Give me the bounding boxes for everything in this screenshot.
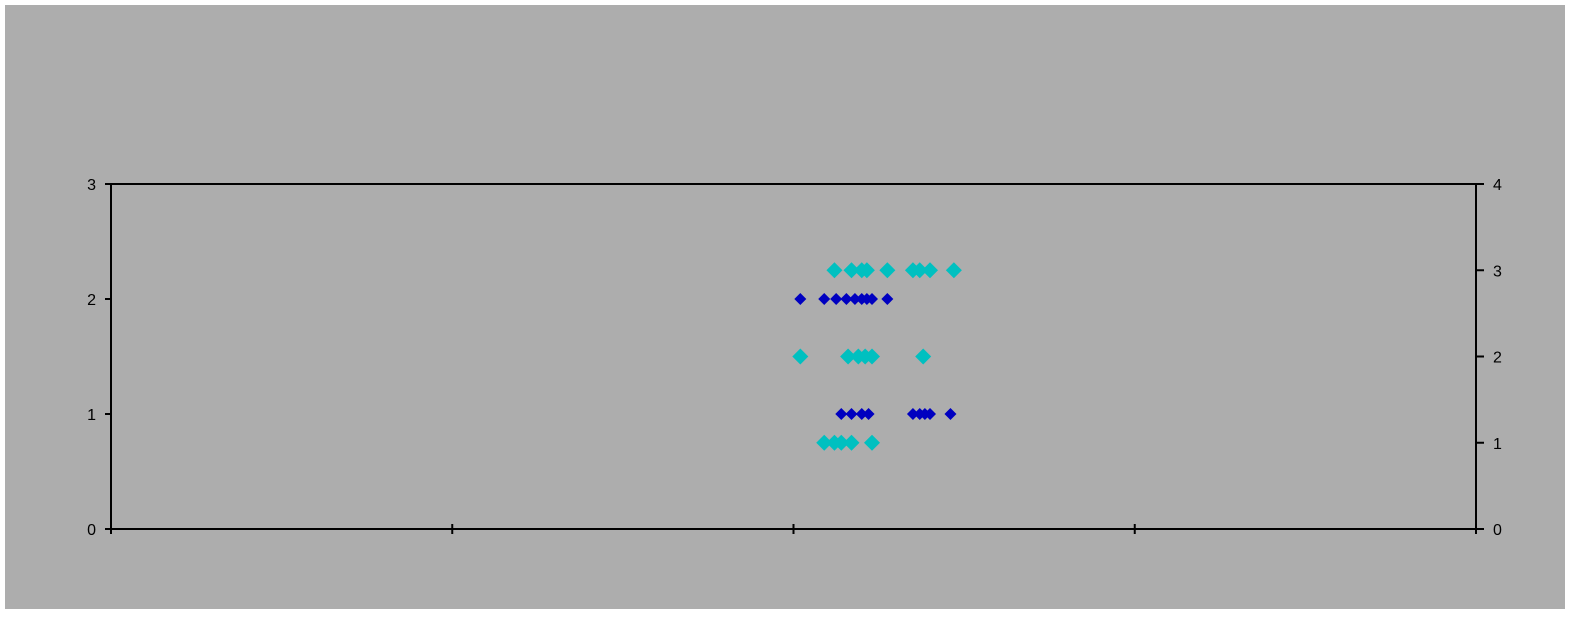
data-point-left-series	[906, 408, 919, 420]
y-axis-right-tick-label: 4	[1493, 177, 1502, 194]
data-point-right-series	[863, 434, 880, 451]
data-point-left-series	[830, 293, 843, 305]
data-point-right-series	[945, 262, 962, 279]
data-point-left-series	[865, 293, 878, 305]
data-point-left-series	[794, 293, 807, 305]
data-point-left-series	[835, 408, 848, 420]
data-point-left-series	[924, 408, 936, 420]
data-point-right-series	[911, 262, 928, 279]
data-point-left-series	[855, 408, 868, 420]
y-axis-left-tick-label: 3	[87, 177, 96, 194]
chart-background	[5, 5, 1565, 609]
y-axis-right-tick-label: 2	[1493, 350, 1502, 367]
data-point-right-series	[843, 434, 860, 451]
data-point-right-series	[863, 348, 880, 365]
axes: 0 1 2 3 0 1 2 3 4	[87, 177, 1502, 539]
data-point-right-series	[843, 262, 860, 279]
data-point-right-series	[915, 348, 932, 365]
y-axis-right-tick-label: 1	[1493, 436, 1502, 453]
data-point-left-series	[944, 408, 957, 420]
data-point-right-series	[816, 434, 833, 451]
data-point-right-series	[840, 348, 857, 365]
y-axis-left-tick-label: 0	[87, 522, 96, 539]
data-point-left-series	[848, 293, 861, 305]
data-point-left-series	[818, 293, 831, 305]
data-point-left-series	[845, 408, 858, 420]
data-point-left-series	[840, 293, 853, 305]
data-point-right-series	[792, 348, 809, 365]
data-point-right-series	[833, 434, 850, 451]
y-axis-right-tick-label: 3	[1493, 263, 1502, 280]
y-axis-right-tick-label: 0	[1493, 522, 1502, 539]
data-points	[792, 262, 962, 451]
y-axis-left-tick-label: 1	[87, 407, 96, 424]
y-axis-left-tick-label: 2	[87, 292, 96, 309]
data-point-left-series	[881, 293, 894, 305]
data-point-right-series	[922, 262, 938, 279]
data-point-left-series	[862, 408, 875, 420]
data-point-right-series	[858, 262, 875, 279]
data-point-right-series	[826, 262, 843, 279]
data-point-right-series	[879, 262, 896, 279]
